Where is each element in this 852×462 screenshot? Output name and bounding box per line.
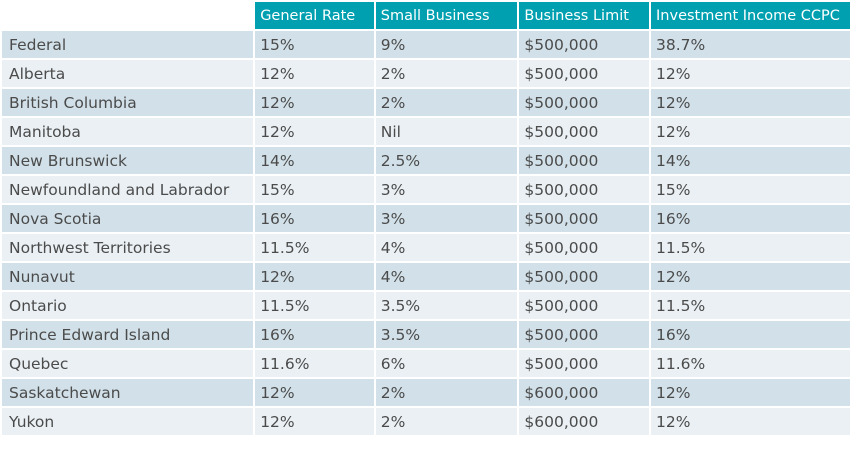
- table-row: Nova Scotia 16% 3% $500,000 16%: [2, 205, 850, 232]
- jurisdiction-cell: Newfoundland and Labrador: [2, 176, 254, 203]
- table-row: Nunavut 12% 4% $500,000 12%: [2, 263, 850, 290]
- jurisdiction-cell: New Brunswick: [2, 147, 254, 174]
- business-limit-cell: $500,000: [519, 321, 650, 348]
- investment-income-cell: 12%: [651, 89, 850, 116]
- jurisdiction-cell: British Columbia: [2, 89, 254, 116]
- table-row: Federal 15% 9% $500,000 38.7%: [2, 31, 850, 58]
- jurisdiction-cell: Nova Scotia: [2, 205, 254, 232]
- table-row: Yukon 12% 2% $600,000 12%: [2, 408, 850, 435]
- investment-income-cell: 11.6%: [651, 350, 850, 377]
- business-limit-cell: $500,000: [519, 263, 650, 290]
- jurisdiction-cell: Yukon: [2, 408, 254, 435]
- jurisdiction-cell: Prince Edward Island: [2, 321, 254, 348]
- general-rate-cell: 14%: [255, 147, 374, 174]
- jurisdiction-cell: Ontario: [2, 292, 254, 319]
- general-rate-cell: 12%: [255, 60, 374, 87]
- investment-income-cell: 38.7%: [651, 31, 850, 58]
- small-business-cell: 2%: [375, 60, 518, 87]
- table-row: Alberta 12% 2% $500,000 12%: [2, 60, 850, 87]
- general-rate-cell: 12%: [255, 379, 374, 406]
- business-limit-cell: $500,000: [519, 89, 650, 116]
- corporate-tax-rates-table: General Rate Small Business Business Lim…: [2, 2, 850, 435]
- general-rate-cell: 16%: [255, 205, 374, 232]
- general-rate-cell: 12%: [255, 408, 374, 435]
- jurisdiction-cell: Saskatchewan: [2, 379, 254, 406]
- jurisdiction-cell: Quebec: [2, 350, 254, 377]
- table-row: Newfoundland and Labrador 15% 3% $500,000 15…: [2, 176, 850, 203]
- investment-income-cell: 15%: [651, 176, 850, 203]
- investment-income-cell: 14%: [651, 147, 850, 174]
- investment-income-cell: 12%: [651, 263, 850, 290]
- jurisdiction-cell: Manitoba: [2, 118, 254, 145]
- business-limit-cell: $500,000: [519, 147, 650, 174]
- investment-income-cell: 11.5%: [651, 292, 850, 319]
- header-general-rate: General Rate: [255, 2, 374, 29]
- jurisdiction-cell: Alberta: [2, 60, 254, 87]
- general-rate-cell: 15%: [255, 176, 374, 203]
- small-business-cell: 4%: [375, 234, 518, 261]
- general-rate-cell: 16%: [255, 321, 374, 348]
- general-rate-cell: 11.5%: [255, 234, 374, 261]
- header-row: General Rate Small Business Business Lim…: [2, 2, 850, 29]
- general-rate-cell: 15%: [255, 31, 374, 58]
- table-row: Quebec 11.6% 6% $500,000 11.6%: [2, 350, 850, 377]
- small-business-cell: 3%: [375, 205, 518, 232]
- small-business-cell: 2%: [375, 408, 518, 435]
- investment-income-cell: 12%: [651, 118, 850, 145]
- general-rate-cell: 11.6%: [255, 350, 374, 377]
- table-row: Ontario 11.5% 3.5% $500,000 11.5%: [2, 292, 850, 319]
- small-business-cell: 6%: [375, 350, 518, 377]
- general-rate-cell: 12%: [255, 89, 374, 116]
- investment-income-cell: 11.5%: [651, 234, 850, 261]
- table-row: New Brunswick 14% 2.5% $500,000 14%: [2, 147, 850, 174]
- general-rate-cell: 12%: [255, 263, 374, 290]
- small-business-cell: 2%: [375, 89, 518, 116]
- small-business-cell: 3.5%: [375, 292, 518, 319]
- jurisdiction-cell: Northwest Territories: [2, 234, 254, 261]
- business-limit-cell: $500,000: [519, 350, 650, 377]
- header-investment-income-ccpc: Investment Income CCPC: [651, 2, 850, 29]
- business-limit-cell: $500,000: [519, 292, 650, 319]
- header-jurisdiction: [2, 2, 254, 29]
- business-limit-cell: $500,000: [519, 118, 650, 145]
- table-row: Prince Edward Island 16% 3.5% $500,000 16%: [2, 321, 850, 348]
- jurisdiction-cell: Federal: [2, 31, 254, 58]
- general-rate-cell: 11.5%: [255, 292, 374, 319]
- header-small-business: Small Business: [375, 2, 518, 29]
- small-business-cell: 2.5%: [375, 147, 518, 174]
- investment-income-cell: 16%: [651, 205, 850, 232]
- table-row: Saskatchewan 12% 2% $600,000 12%: [2, 379, 850, 406]
- small-business-cell: Nil: [375, 118, 518, 145]
- business-limit-cell: $500,000: [519, 176, 650, 203]
- business-limit-cell: $500,000: [519, 60, 650, 87]
- business-limit-cell: $500,000: [519, 205, 650, 232]
- investment-income-cell: 12%: [651, 379, 850, 406]
- table-row: British Columbia 12% 2% $500,000 12%: [2, 89, 850, 116]
- header-business-limit: Business Limit: [519, 2, 650, 29]
- jurisdiction-cell: Nunavut: [2, 263, 254, 290]
- investment-income-cell: 16%: [651, 321, 850, 348]
- small-business-cell: 3%: [375, 176, 518, 203]
- business-limit-cell: $500,000: [519, 31, 650, 58]
- table-row: Manitoba 12% Nil $500,000 12%: [2, 118, 850, 145]
- small-business-cell: 4%: [375, 263, 518, 290]
- investment-income-cell: 12%: [651, 60, 850, 87]
- investment-income-cell: 12%: [651, 408, 850, 435]
- business-limit-cell: $500,000: [519, 234, 650, 261]
- small-business-cell: 3.5%: [375, 321, 518, 348]
- table-row: Northwest Territories 11.5% 4% $500,000 11.5…: [2, 234, 850, 261]
- small-business-cell: 2%: [375, 379, 518, 406]
- small-business-cell: 9%: [375, 31, 518, 58]
- table-body: Federal 15% 9% $500,000 38.7% Alberta 12% 2% $50…: [2, 31, 850, 435]
- general-rate-cell: 12%: [255, 118, 374, 145]
- business-limit-cell: $600,000: [519, 379, 650, 406]
- business-limit-cell: $600,000: [519, 408, 650, 435]
